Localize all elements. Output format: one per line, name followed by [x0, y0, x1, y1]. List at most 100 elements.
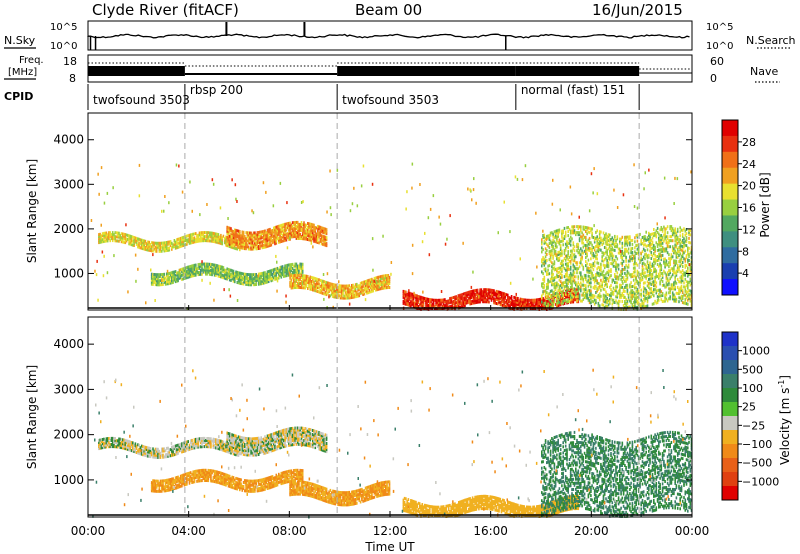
heat-cell [293, 274, 295, 278]
heat-cell [461, 296, 464, 300]
heat-cell [612, 286, 615, 290]
heat-cell [232, 273, 235, 277]
heat-cell [676, 247, 679, 251]
heat-cell [681, 269, 684, 272]
heat-cell [227, 236, 230, 240]
heat-cell [411, 294, 413, 298]
heat-cell [381, 274, 383, 278]
heat-cell [554, 231, 557, 235]
heat-cell [197, 235, 200, 239]
heat-cell [101, 232, 104, 236]
heat-cell [374, 288, 377, 292]
heat-cell [211, 233, 213, 237]
heat-cell [561, 281, 563, 285]
heat-cell [387, 280, 390, 283]
heat-cell [388, 282, 391, 285]
heat-cell [147, 246, 149, 250]
heat-cell [624, 267, 626, 271]
heat-cell [575, 293, 577, 297]
heat-cell [182, 242, 184, 245]
heat-cell [671, 245, 674, 249]
heat-cell [135, 238, 138, 242]
heat-cell [232, 244, 235, 248]
heat-cell [247, 277, 250, 281]
heat-cell [221, 236, 223, 240]
heat-cell [346, 284, 348, 288]
heat-cell [205, 264, 207, 268]
heat-cell [590, 251, 592, 255]
heat-cell [301, 282, 304, 286]
heat-cell [166, 249, 168, 252]
heat-cell [590, 293, 592, 297]
heat-cell [566, 264, 568, 268]
heat-cell [681, 289, 684, 293]
heat-cell [133, 244, 135, 247]
heat-cell [489, 290, 491, 294]
heat-cell [295, 275, 298, 279]
heat-cell [586, 292, 588, 296]
heat-cell [588, 236, 591, 240]
heat-cell [324, 280, 327, 284]
heat-cell [479, 296, 481, 300]
heat-cell [264, 273, 266, 277]
heat-cell [317, 241, 319, 244]
heat-cell [164, 249, 167, 253]
heat-cell [510, 299, 513, 302]
heat-cell [454, 299, 456, 303]
heat-cell [166, 280, 168, 284]
heat-cell [381, 286, 383, 290]
heat-cell [439, 300, 441, 304]
heat-cell [158, 247, 161, 251]
heat-cell [173, 241, 176, 244]
heat-cell [269, 242, 271, 245]
heat-cell [278, 226, 280, 230]
heat-cell [300, 266, 303, 270]
heat-cell [251, 233, 254, 237]
heat-cell [181, 269, 183, 273]
heat-cell [611, 248, 614, 252]
heat-cell [684, 301, 687, 305]
heat-cell [614, 258, 616, 262]
heat-cell [630, 297, 632, 301]
heat-cell [554, 284, 557, 287]
heat-cell [648, 281, 650, 285]
heat-cell [634, 282, 636, 286]
heat-cell [591, 273, 593, 277]
heat-cell [276, 231, 279, 235]
heat-cell [681, 279, 684, 283]
heat-cell [461, 304, 464, 308]
heat-cell [100, 238, 103, 242]
heat-cell [403, 294, 406, 298]
heat-cell [118, 235, 120, 239]
heat-cell [606, 264, 608, 268]
heat-cell [197, 239, 200, 243]
heat-cell [559, 276, 562, 280]
heat-cell [298, 285, 300, 289]
heat-cell [257, 239, 260, 242]
heat-cell [671, 273, 674, 277]
heat-cell [325, 238, 328, 242]
heat-cell [192, 238, 194, 242]
heat-cell [509, 302, 512, 306]
heat-cell [371, 289, 373, 293]
heat-cell [231, 245, 233, 249]
heat-cell [220, 265, 222, 269]
heat-cell [543, 233, 546, 237]
heat-cell [651, 242, 654, 246]
heat-cell [595, 256, 597, 260]
heat-cell [576, 271, 578, 275]
heat-cell [181, 244, 183, 248]
heat-cell [561, 275, 563, 279]
heat-cell [581, 231, 583, 235]
heat-cell [660, 234, 663, 237]
heat-cell [383, 286, 386, 290]
heat-cell [481, 300, 484, 304]
heat-cell [324, 284, 327, 288]
heat-cell [319, 227, 322, 231]
heat-cell [558, 278, 561, 282]
heat-cell [387, 286, 390, 289]
heat-cell [357, 286, 359, 290]
heat-cell [610, 270, 612, 274]
heat-cell [578, 287, 581, 291]
